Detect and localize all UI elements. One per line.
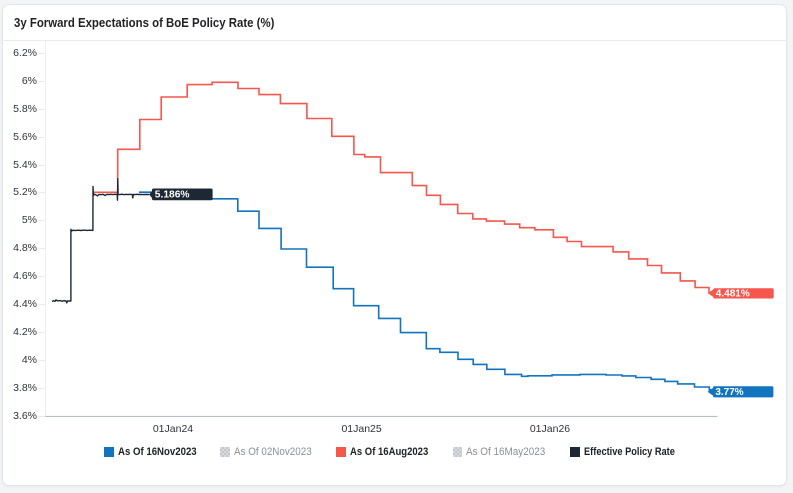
svg-text:3.77%: 3.77% (715, 387, 743, 398)
svg-text:4.481%: 4.481% (716, 289, 750, 300)
svg-text:5.186%: 5.186% (155, 190, 190, 201)
